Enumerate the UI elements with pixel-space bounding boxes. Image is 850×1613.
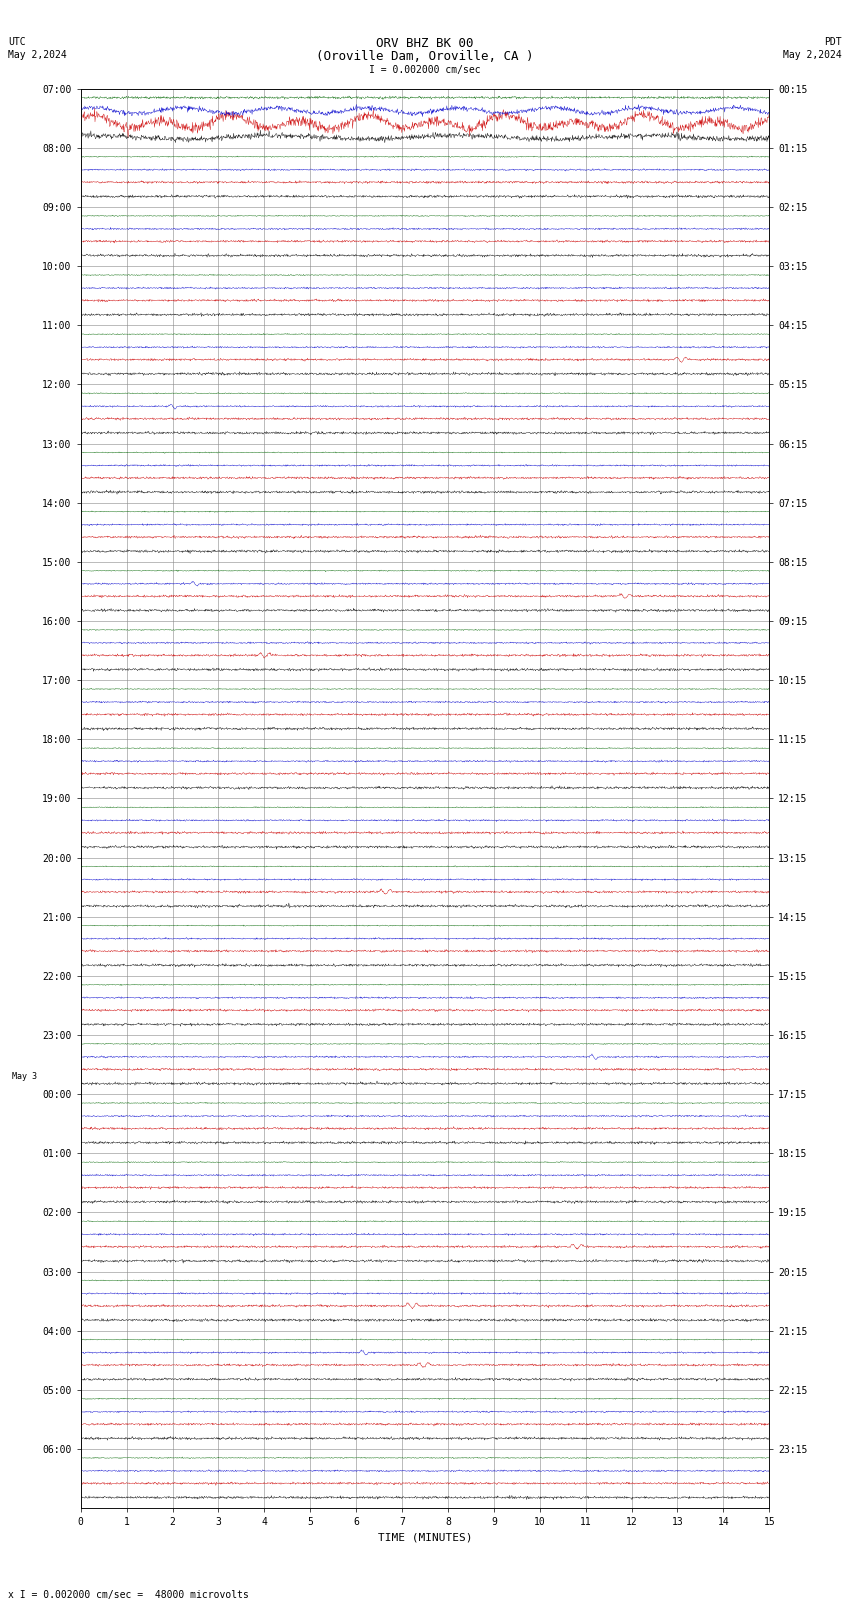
Text: May 3: May 3 bbox=[12, 1073, 37, 1081]
Text: PDT: PDT bbox=[824, 37, 842, 47]
Text: UTC: UTC bbox=[8, 37, 26, 47]
Text: May 2,2024: May 2,2024 bbox=[8, 50, 67, 60]
Text: May 2,2024: May 2,2024 bbox=[783, 50, 842, 60]
Text: I = 0.002000 cm/sec: I = 0.002000 cm/sec bbox=[369, 65, 481, 74]
X-axis label: TIME (MINUTES): TIME (MINUTES) bbox=[377, 1532, 473, 1542]
Text: x I = 0.002000 cm/sec =  48000 microvolts: x I = 0.002000 cm/sec = 48000 microvolts bbox=[8, 1590, 249, 1600]
Text: (Oroville Dam, Oroville, CA ): (Oroville Dam, Oroville, CA ) bbox=[316, 50, 534, 63]
Text: ORV BHZ BK 00: ORV BHZ BK 00 bbox=[377, 37, 473, 50]
